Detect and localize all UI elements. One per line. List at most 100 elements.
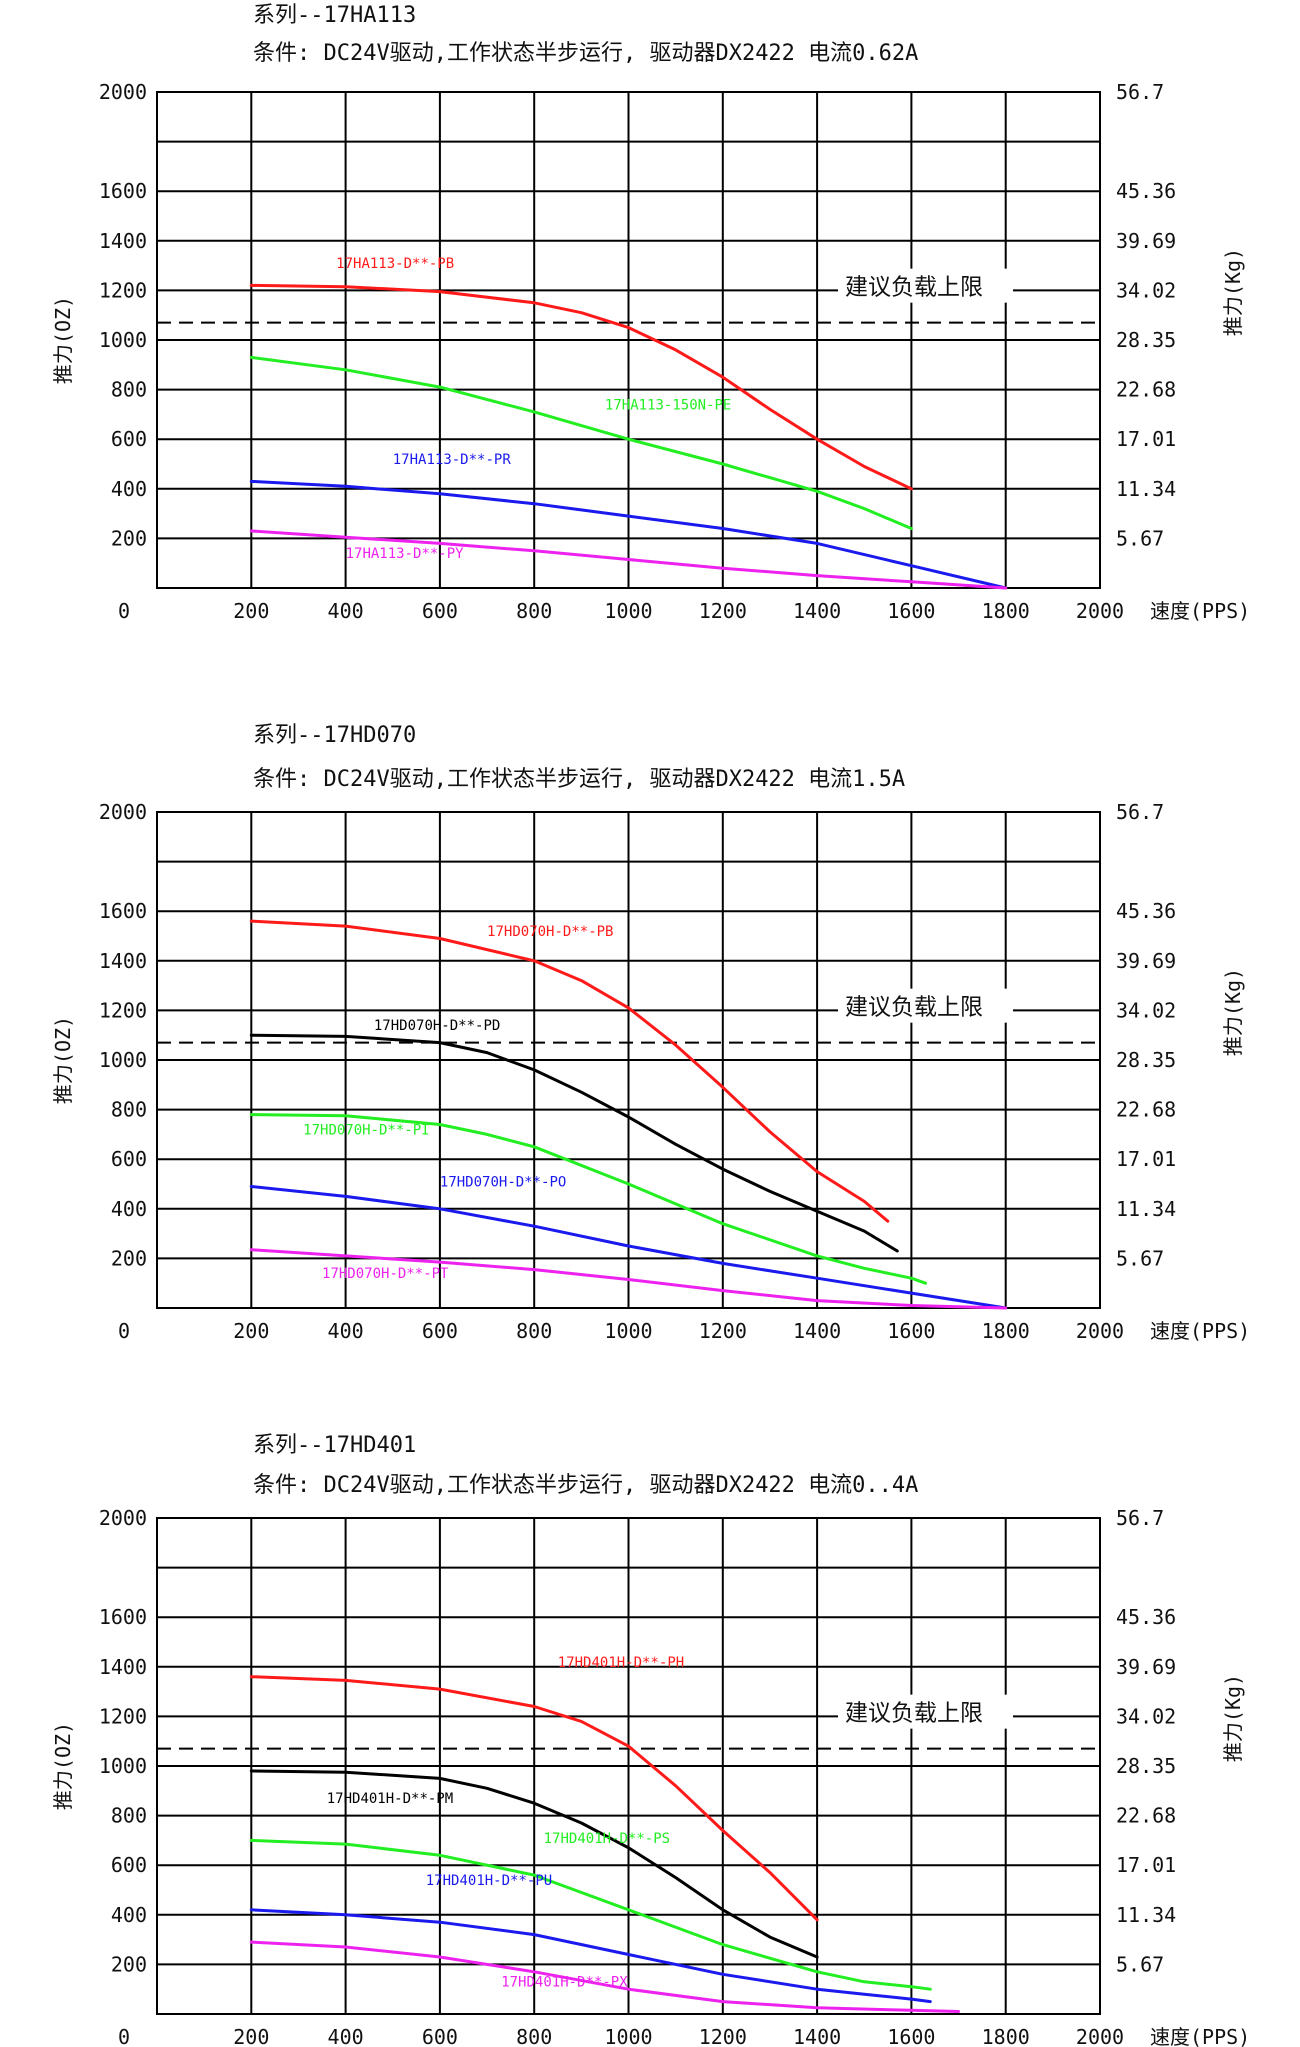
y-tick-label: 400 <box>111 477 147 501</box>
y-right-tick-label: 45.36 <box>1116 1605 1176 1629</box>
chart-subtitle: 条件: DC24V驱动,工作状态半步运行, 驱动器DX2422 电流0.62A <box>253 41 918 66</box>
series-label: 17HA113-D**-PY <box>346 546 465 562</box>
load-limit-label: 建议负载上限 <box>845 995 983 1021</box>
y-right-tick-label: 45.36 <box>1116 899 1176 923</box>
x-tick-label: 1600 <box>887 1319 935 1343</box>
y-tick-label: 1400 <box>99 1655 147 1679</box>
y-right-tick-label: 34.02 <box>1116 998 1176 1022</box>
y-tick-label: 2000 <box>99 1506 147 1530</box>
y-right-tick-label: 34.02 <box>1116 1704 1176 1728</box>
y-tick-label: 400 <box>111 1197 147 1221</box>
y-right-tick-label: 11.34 <box>1116 1197 1176 1221</box>
x-tick-label: 400 <box>328 599 364 623</box>
series-label: 17HD070H-D**-PD <box>374 1018 500 1034</box>
x-tick-label: 1800 <box>982 599 1030 623</box>
y-right-tick-label: 56.7 <box>1116 80 1164 104</box>
chart-title: 系列--17HA113 <box>253 3 416 28</box>
series-line-17HD070H-D**-PB <box>249 919 890 1223</box>
y-tick-label: 200 <box>111 1246 147 1270</box>
y-right-tick-label: 28.35 <box>1116 328 1176 352</box>
y-tick-label: 0 <box>118 599 130 623</box>
series-label: 17HD401H-D**-PM <box>327 1791 453 1807</box>
y-tick-label: 600 <box>111 427 147 451</box>
y-tick-label: 2000 <box>99 800 147 824</box>
series-label: 17HD070H-D**-PI <box>303 1122 429 1138</box>
chart-panel-3: 系列--17HD401 条件: DC24V驱动,工作状态半步运行, 驱动器DX24… <box>51 1433 1250 2047</box>
x-tick-label: 600 <box>422 599 458 623</box>
y-tick-label: 1000 <box>99 1754 147 1778</box>
x-tick-label: 600 <box>422 1319 458 1343</box>
chart-title: 系列--17HD401 <box>253 1433 416 1458</box>
y-right-tick-label: 39.69 <box>1116 229 1176 253</box>
y-right-tick-label: 56.7 <box>1116 800 1164 824</box>
y-right-tick-label: 39.69 <box>1116 949 1176 973</box>
x-tick-label: 2000 <box>1076 1319 1124 1343</box>
x-tick-label: 1400 <box>793 2025 841 2047</box>
x-tick-label: 1800 <box>982 1319 1030 1343</box>
load-limit-label-bg <box>838 1694 1013 1729</box>
y-axis-label: 推力(OZ) <box>51 1016 75 1104</box>
y-tick-label: 800 <box>111 378 147 402</box>
y-right-tick-label: 17.01 <box>1116 1147 1176 1171</box>
load-limit-label: 建议负载上限 <box>845 1701 983 1727</box>
load-limit-label-bg <box>838 988 1013 1023</box>
y-tick-label: 800 <box>111 1098 147 1122</box>
y-right-tick-label: 5.67 <box>1116 526 1164 550</box>
series-label: 17HD070H-D**-PO <box>440 1174 566 1190</box>
chart-subtitle: 条件: DC24V驱动,工作状态半步运行, 驱动器DX2422 电流1.5A <box>253 767 905 792</box>
y-right-tick-label: 28.35 <box>1116 1754 1176 1778</box>
y-right-axis-label: 推力(Kg) <box>1221 248 1245 336</box>
x-tick-label: 800 <box>516 2025 552 2047</box>
y-right-axis-label: 推力(Kg) <box>1221 968 1245 1056</box>
x-tick-label: 1000 <box>604 599 652 623</box>
y-tick-label: 0 <box>118 2025 130 2047</box>
series-label: 17HD070H-D**-PT <box>322 1266 449 1282</box>
x-tick-label: 1200 <box>699 1319 747 1343</box>
y-axis-label: 推力(OZ) <box>51 1722 75 1810</box>
x-tick-label: 1400 <box>793 1319 841 1343</box>
y-right-tick-label: 17.01 <box>1116 1853 1176 1877</box>
x-tick-label: 1000 <box>604 2025 652 2047</box>
chart-subtitle: 条件: DC24V驱动,工作状态半步运行, 驱动器DX2422 电流0..4A <box>253 1473 918 1498</box>
x-tick-label: 200 <box>233 1319 269 1343</box>
y-right-tick-label: 28.35 <box>1116 1048 1176 1072</box>
x-tick-label: 1600 <box>887 2025 935 2047</box>
y-right-tick-label: 5.67 <box>1116 1952 1164 1976</box>
series-line-17HA113-D**-PB <box>249 283 913 491</box>
x-tick-label: 2000 <box>1076 599 1124 623</box>
x-axis-label: 速度(PPS) <box>1150 1319 1250 1343</box>
x-tick-label: 800 <box>516 1319 552 1343</box>
chart-title: 系列--17HD070 <box>253 723 416 748</box>
series-label: 17HA113-D**-PR <box>393 452 512 468</box>
y-tick-label: 200 <box>111 526 147 550</box>
chart-panel-1: 系列--17HA113 条件: DC24V驱动,工作状态半步运行, 驱动器DX24… <box>51 3 1250 623</box>
series-label: 17HA113-D**-PB <box>336 256 454 272</box>
y-right-tick-label: 11.34 <box>1116 1903 1176 1927</box>
x-tick-label: 1600 <box>887 599 935 623</box>
y-tick-label: 1600 <box>99 899 147 923</box>
series-label: 17HD401H-D**-PH <box>558 1655 684 1671</box>
y-right-tick-label: 22.68 <box>1116 1804 1176 1828</box>
series-line-17HD401H-D**-PH <box>249 1675 819 1922</box>
y-right-tick-label: 34.02 <box>1116 278 1176 302</box>
y-right-tick-label: 22.68 <box>1116 378 1176 402</box>
chart-panel-2: 系列--17HD070 条件: DC24V驱动,工作状态半步运行, 驱动器DX24… <box>51 723 1250 1343</box>
y-right-axis-label: 推力(Kg) <box>1221 1674 1245 1762</box>
y-tick-label: 800 <box>111 1804 147 1828</box>
y-tick-label: 1600 <box>99 1605 147 1629</box>
y-right-tick-label: 22.68 <box>1116 1098 1176 1122</box>
x-tick-label: 2000 <box>1076 2025 1124 2047</box>
x-tick-label: 1400 <box>793 599 841 623</box>
series-label: 17HD401H-D**-PX <box>501 1975 628 1991</box>
y-right-tick-label: 45.36 <box>1116 179 1176 203</box>
y-right-tick-label: 5.67 <box>1116 1246 1164 1270</box>
y-right-tick-label: 17.01 <box>1116 427 1176 451</box>
y-tick-label: 1400 <box>99 229 147 253</box>
series-line-17HD401H-D**-PS <box>249 1838 932 1991</box>
series-label: 17HD070H-D**-PB <box>487 924 613 940</box>
x-tick-label: 600 <box>422 2025 458 2047</box>
y-tick-label: 0 <box>118 1319 130 1343</box>
y-right-tick-label: 56.7 <box>1116 1506 1164 1530</box>
y-tick-label: 1200 <box>99 1704 147 1728</box>
